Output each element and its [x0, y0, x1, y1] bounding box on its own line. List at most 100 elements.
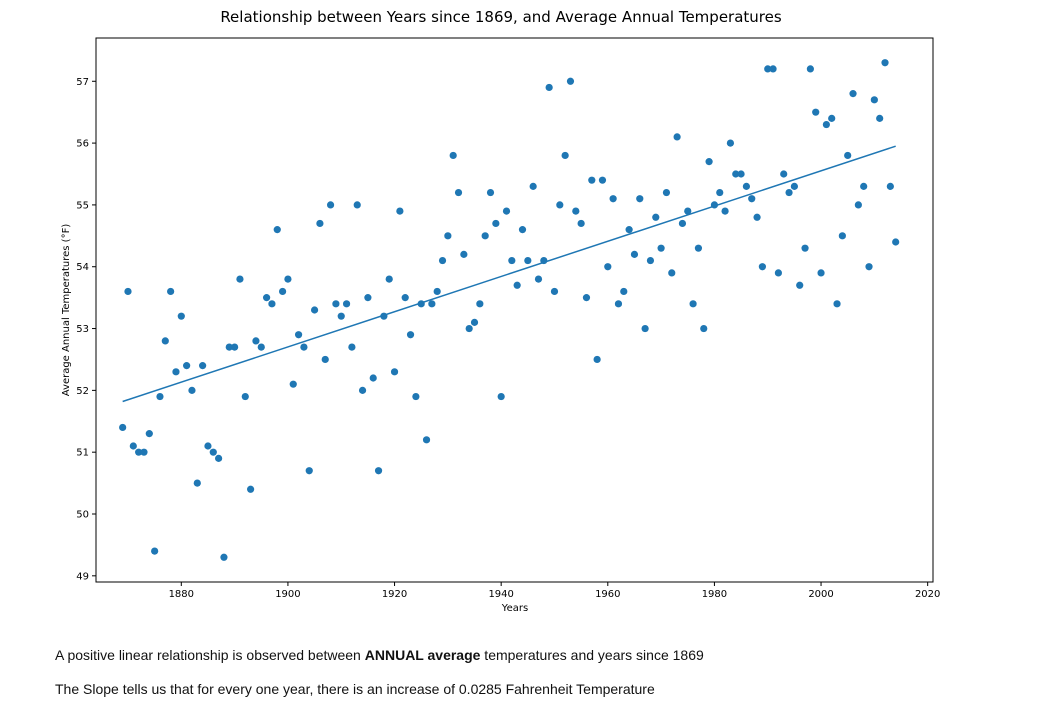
x-tick-label: 1920: [382, 589, 407, 600]
data-point: [604, 263, 612, 271]
data-point: [705, 158, 713, 166]
data-point: [769, 65, 777, 73]
data-point: [545, 83, 553, 92]
y-tick-label: 52: [76, 386, 89, 397]
trend-line: [122, 145, 896, 403]
data-point: [438, 256, 447, 265]
data-point: [561, 151, 569, 160]
data-point: [129, 442, 137, 450]
data-point: [481, 232, 489, 240]
data-point: [828, 114, 836, 122]
data-point: [817, 269, 825, 277]
data-point: [257, 343, 265, 351]
scatter-chart: Relationship between Years since 1869, a…: [61, 8, 940, 614]
data-point: [294, 331, 303, 339]
data-point: [433, 287, 441, 296]
x-tick-label: 1960: [595, 589, 620, 600]
data-point: [641, 324, 649, 333]
data-point: [188, 386, 196, 394]
data-point: [374, 467, 383, 475]
data-point: [556, 201, 564, 209]
relationship-caption: A positive linear relationship is observ…: [55, 647, 704, 663]
data-point: [646, 256, 655, 265]
y-tick-label: 53: [76, 324, 89, 335]
data-point: [406, 331, 415, 339]
data-point: [742, 182, 751, 190]
data-point: [844, 151, 852, 160]
data-point: [593, 355, 601, 364]
data-point: [678, 219, 687, 228]
data-point: [668, 269, 676, 277]
data-point: [422, 436, 431, 444]
data-point: [892, 238, 900, 246]
data-point: [193, 479, 201, 487]
data-point: [732, 170, 740, 178]
chart-title: Relationship between Years since 1869, a…: [220, 8, 782, 26]
x-tick-label: 1980: [702, 589, 727, 600]
data-point: [241, 392, 249, 401]
data-point: [337, 312, 345, 320]
data-point: [849, 90, 857, 98]
data-point: [135, 448, 143, 456]
data-point: [790, 182, 798, 190]
data-point: [822, 120, 830, 129]
data-point: [412, 392, 420, 401]
data-point: [550, 287, 559, 296]
y-axis-label: Average Annual Temperatures (°F): [61, 224, 72, 397]
data-point: [662, 188, 671, 197]
data-point: [716, 188, 724, 197]
caption-emphasis: ANNUAL average: [364, 647, 481, 663]
data-point: [694, 244, 703, 252]
data-point: [401, 294, 409, 302]
data-point: [753, 213, 761, 221]
data-point: [321, 355, 329, 364]
data-point: [390, 368, 399, 376]
data-point: [774, 269, 782, 277]
data-point: [215, 454, 223, 462]
data-point: [833, 300, 841, 308]
data-point: [726, 139, 735, 147]
data-point: [273, 226, 281, 234]
plot-area: [119, 59, 900, 561]
caption-text-start: A positive linear relationship is observ…: [55, 647, 365, 663]
data-point: [518, 226, 527, 234]
data-point: [588, 176, 596, 184]
data-point: [310, 306, 319, 314]
data-point: [236, 275, 244, 283]
data-point: [156, 392, 164, 401]
x-tick-label: 1940: [488, 589, 513, 600]
data-point: [854, 201, 862, 209]
x-tick-label: 2000: [808, 589, 833, 600]
data-point: [785, 188, 793, 197]
data-point: [204, 442, 212, 450]
data-point: [470, 318, 479, 326]
plot-frame: [95, 37, 934, 583]
y-tick-label: 49: [76, 571, 89, 582]
data-point: [721, 207, 729, 215]
data-point: [358, 386, 367, 394]
data-point: [502, 207, 511, 215]
data-point: [284, 275, 292, 283]
data-point: [454, 188, 463, 197]
x-tick-label: 1900: [275, 589, 300, 600]
data-point: [796, 281, 804, 289]
data-point: [582, 294, 591, 302]
data-point: [614, 300, 623, 308]
y-tick-label: 57: [76, 77, 89, 88]
x-axis-label: Years: [501, 603, 528, 614]
data-point: [524, 256, 532, 265]
x-tick-label: 2020: [915, 589, 940, 600]
data-point: [247, 485, 255, 493]
data-point: [630, 250, 639, 258]
y-tick-label: 56: [76, 139, 89, 150]
data-point: [609, 195, 617, 203]
data-point: [673, 133, 681, 141]
data-point: [513, 281, 521, 289]
data-point: [636, 195, 644, 203]
data-point: [332, 300, 340, 308]
y-tick-label: 51: [76, 448, 89, 459]
data-point: [124, 287, 132, 296]
data-point: [385, 275, 393, 283]
data-point: [300, 343, 308, 351]
data-point: [812, 108, 820, 116]
